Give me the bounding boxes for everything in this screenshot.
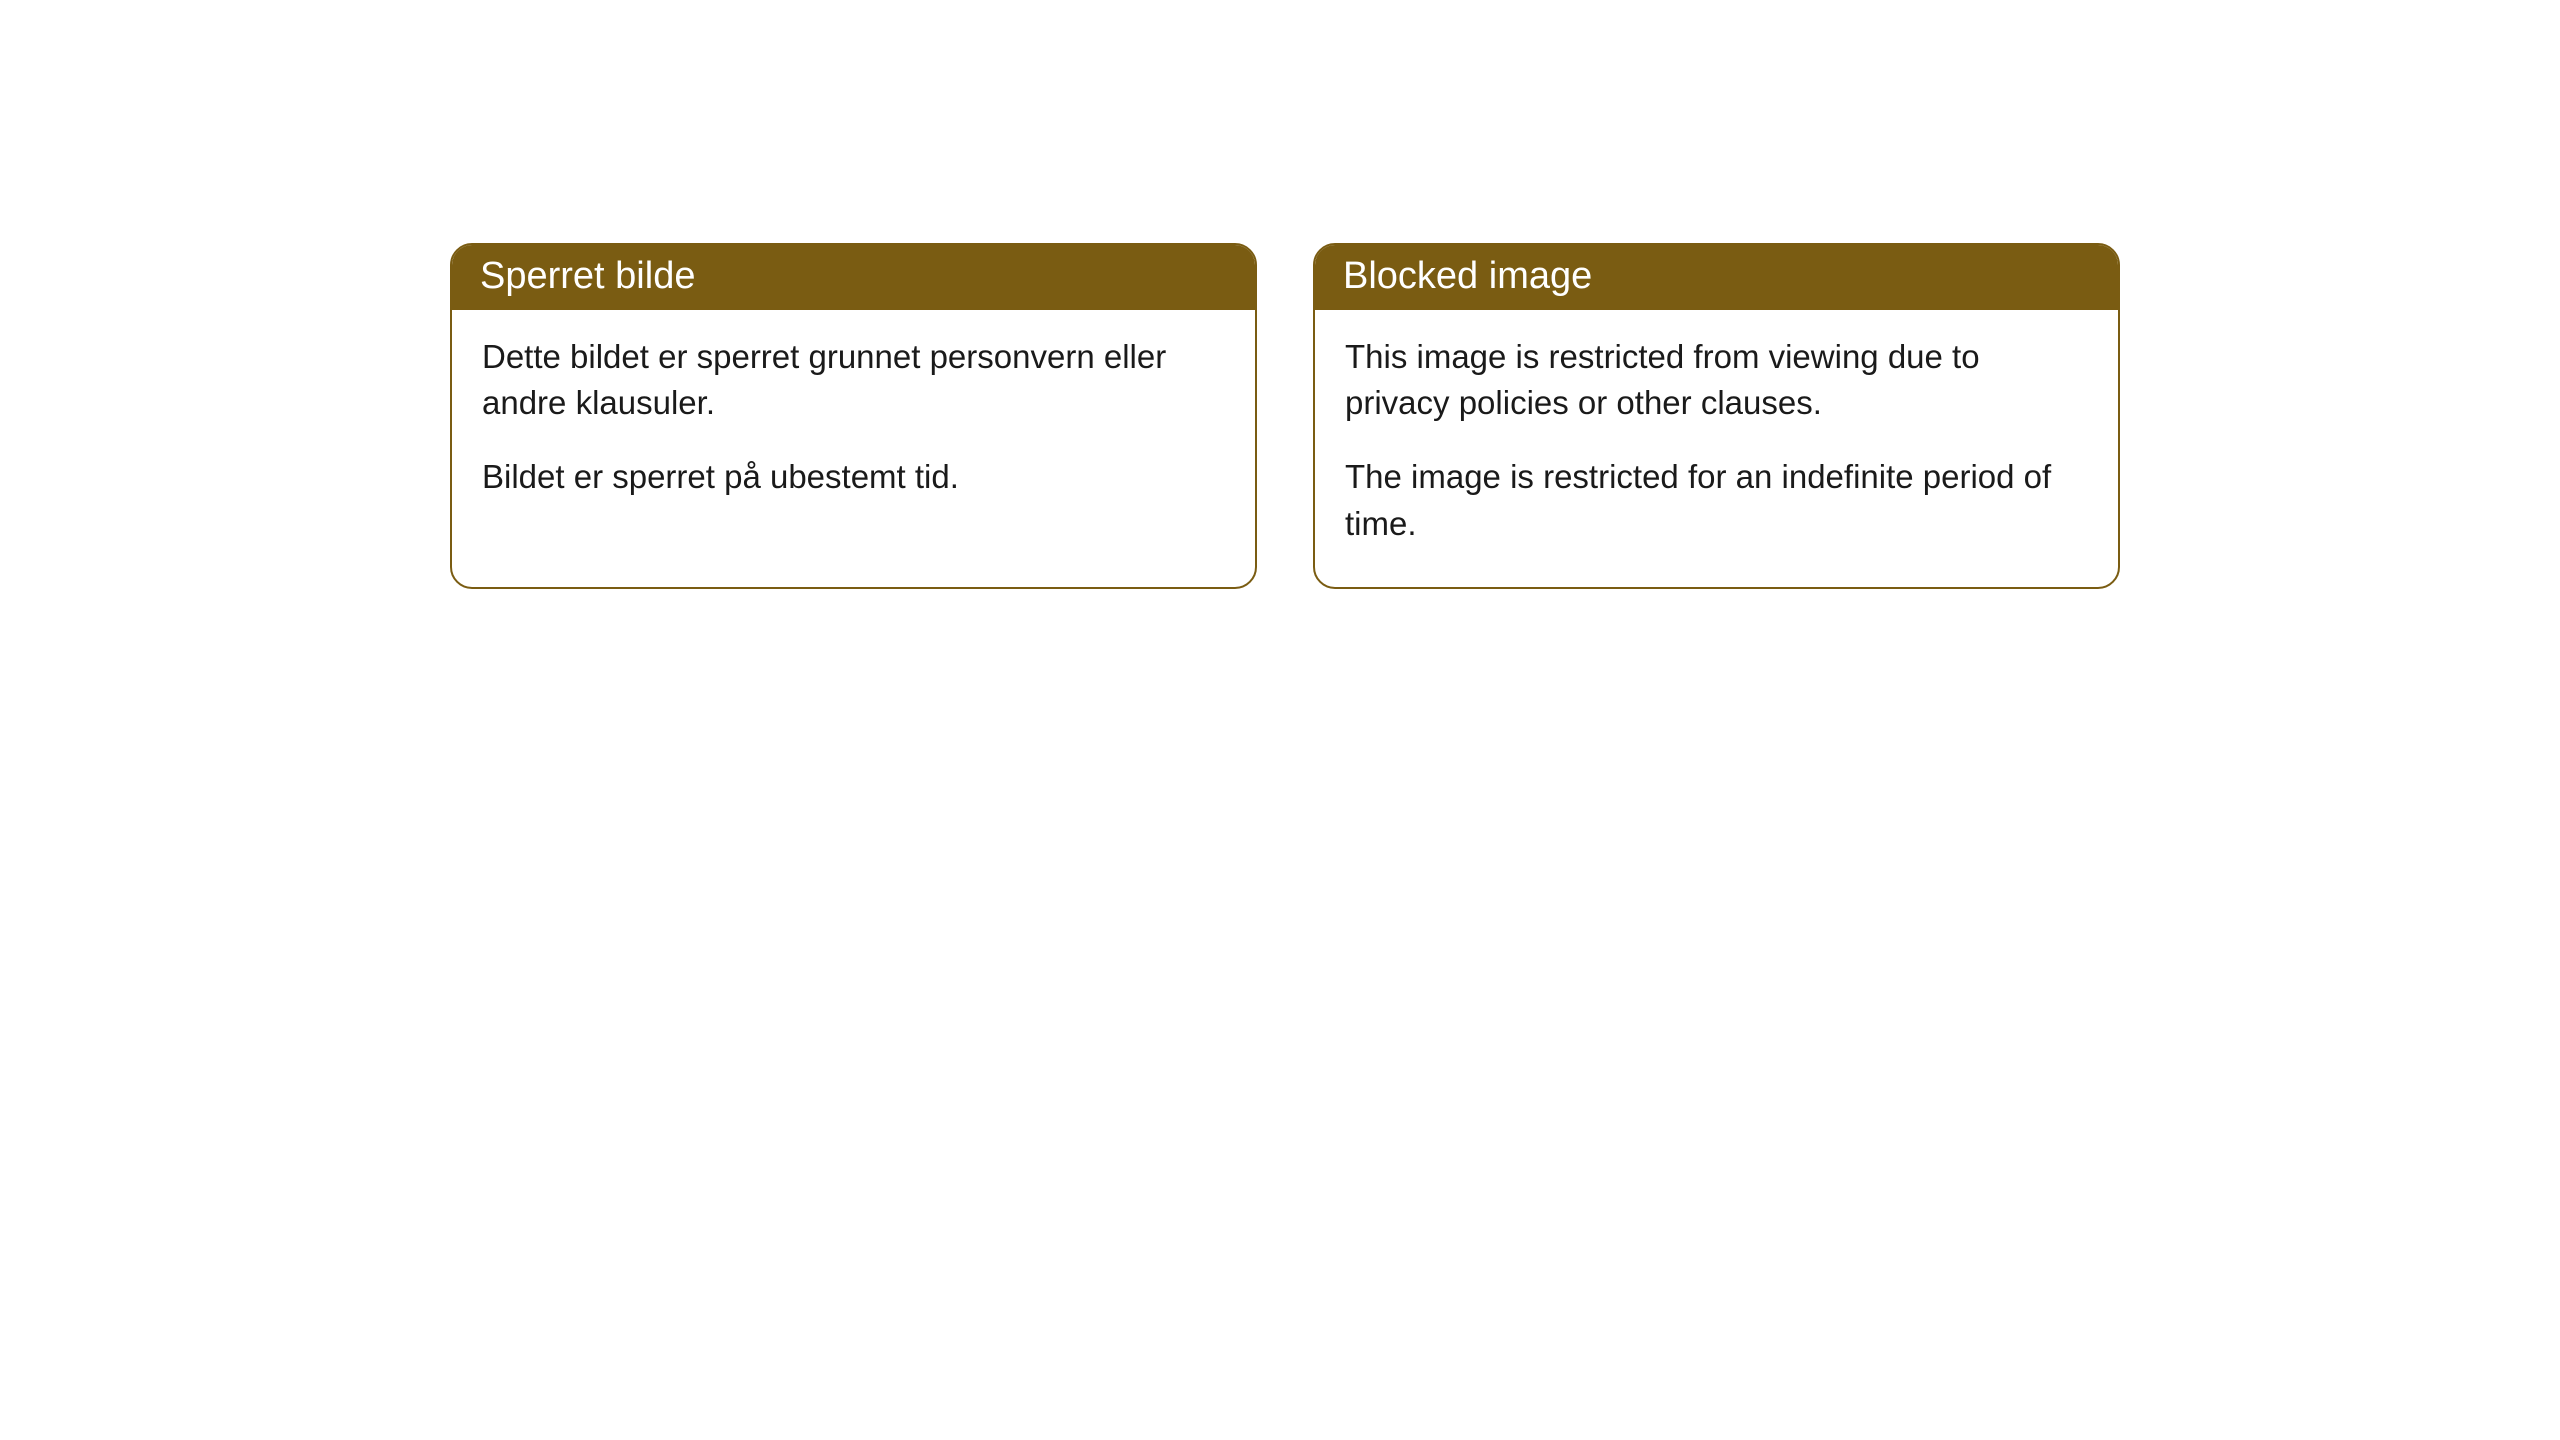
card-paragraph: This image is restricted from viewing du…: [1345, 334, 2088, 426]
card-header: Sperret bilde: [452, 245, 1255, 310]
notice-card-english: Blocked image This image is restricted f…: [1313, 243, 2120, 589]
notice-cards-container: Sperret bilde Dette bildet er sperret gr…: [450, 243, 2120, 589]
card-paragraph: Dette bildet er sperret grunnet personve…: [482, 334, 1225, 426]
card-title: Blocked image: [1343, 255, 1592, 297]
card-paragraph: Bildet er sperret på ubestemt tid.: [482, 454, 1225, 500]
card-paragraph: The image is restricted for an indefinit…: [1345, 454, 2088, 546]
notice-card-norwegian: Sperret bilde Dette bildet er sperret gr…: [450, 243, 1257, 589]
card-body: Dette bildet er sperret grunnet personve…: [452, 310, 1255, 541]
card-body: This image is restricted from viewing du…: [1315, 310, 2118, 587]
card-title: Sperret bilde: [480, 255, 695, 297]
card-header: Blocked image: [1315, 245, 2118, 310]
